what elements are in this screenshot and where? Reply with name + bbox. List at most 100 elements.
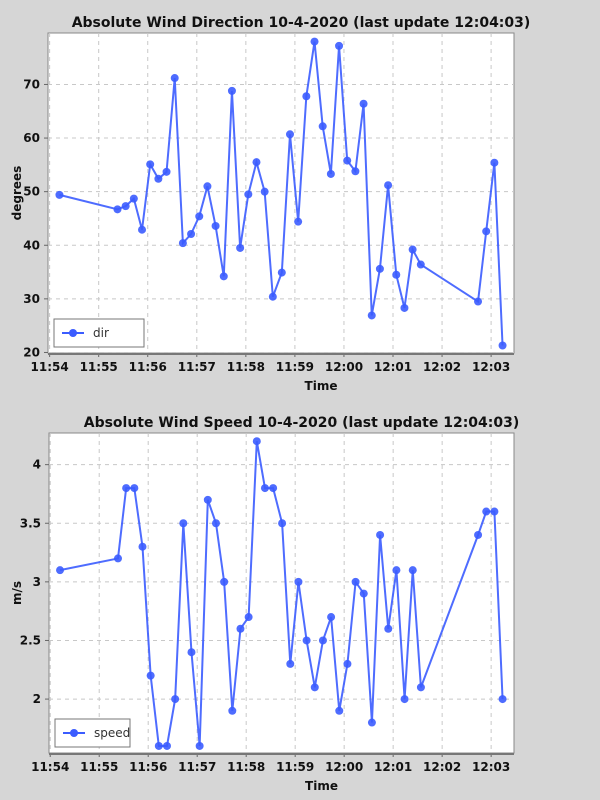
data-point [408,245,417,254]
data-point [211,221,220,230]
y-tick-label: 50 [23,185,40,199]
data-point [244,613,253,622]
y-tick-label: 60 [23,131,40,145]
data-point [121,202,130,211]
data-point [219,272,228,281]
data-point [228,706,237,715]
data-point [367,718,376,727]
data-point [55,190,64,199]
y-tick-label: 2.5 [20,633,41,647]
legend-label: speed [94,726,130,740]
data-point [490,507,499,516]
chart-title: Absolute Wind Speed 10-4-2020 (last upda… [84,415,520,431]
data-point [318,122,327,131]
x-tick-label: 11:56 [129,360,167,374]
y-tick-label: 40 [23,238,40,252]
data-point [154,174,163,183]
data-point [178,239,187,248]
wind-speed-svg: Absolute Wind Speed 10-4-2020 (last upda… [10,415,520,793]
data-point [146,160,155,169]
x-tick-label: 11:58 [227,360,265,374]
legend-label: dir [93,326,109,340]
data-point [351,577,360,586]
data-point [277,268,286,277]
data-point [359,99,368,108]
data-point [170,74,179,83]
x-tick-label: 12:00 [325,360,363,374]
y-tick-label: 30 [23,292,40,306]
x-tick-label: 11:59 [276,360,314,374]
data-point [400,695,409,704]
data-point [138,225,147,234]
data-point [474,530,483,539]
data-point [278,519,287,528]
data-point [187,648,196,657]
data-point [294,217,303,226]
data-point [326,169,335,178]
data-point [154,741,163,750]
data-point [268,292,277,301]
wind-speed-chart: Absolute Wind Speed 10-4-2020 (last upda… [0,400,600,800]
legend-marker-icon [70,729,78,737]
x-tick-label: 11:54 [31,360,69,374]
data-point [211,519,220,528]
data-point [171,695,180,704]
data-point [220,577,229,586]
data-point [260,187,269,196]
data-point [294,577,303,586]
x-axis-label: Time [305,379,338,393]
data-point [351,167,360,176]
data-point [195,212,204,221]
chart-title: Absolute Wind Direction 10-4-2020 (last … [72,15,531,31]
data-point [302,636,311,645]
x-tick-label: 12:00 [325,760,363,774]
x-tick-label: 11:59 [276,760,314,774]
data-point [498,695,507,704]
wind-direction-svg: Absolute Wind Direction 10-4-2020 (last … [10,15,531,393]
data-point [408,566,417,575]
data-point [335,706,344,715]
data-point [310,37,319,46]
y-tick-label: 70 [23,77,40,91]
data-point [400,303,409,312]
x-tick-label: 12:02 [423,360,461,374]
x-tick-label: 11:57 [178,760,216,774]
data-point [203,495,212,504]
y-tick-label: 2 [33,692,41,706]
data-point [498,341,507,350]
y-tick-label: 3 [33,575,41,589]
data-point [162,741,171,750]
data-point [179,519,188,528]
data-point [236,624,245,633]
x-tick-label: 12:01 [374,360,412,374]
data-point [367,311,376,320]
x-tick-label: 11:56 [129,760,167,774]
y-axis-label: degrees [10,166,24,221]
data-point [384,624,393,633]
data-point [359,589,368,598]
data-point [482,227,491,236]
x-axis-label: Time [305,779,338,793]
data-point [375,264,384,273]
x-tick-label: 11:55 [80,360,118,374]
data-point [376,530,385,539]
data-point [113,205,122,214]
x-tick-label: 11:55 [80,760,118,774]
y-axis-label: m/s [10,581,24,605]
data-point [343,659,352,668]
data-point [122,484,131,493]
data-point [227,86,236,95]
plot-area [48,432,515,754]
data-point [162,167,171,176]
data-point [146,671,155,680]
data-point [310,683,319,692]
data-point [138,542,147,551]
data-point [269,484,278,493]
data-point [129,194,138,203]
x-tick-label: 12:02 [423,760,461,774]
data-point [343,156,352,165]
y-tick-label: 3.5 [20,516,41,530]
data-point [482,507,491,516]
data-point [286,659,295,668]
data-point [416,260,425,269]
